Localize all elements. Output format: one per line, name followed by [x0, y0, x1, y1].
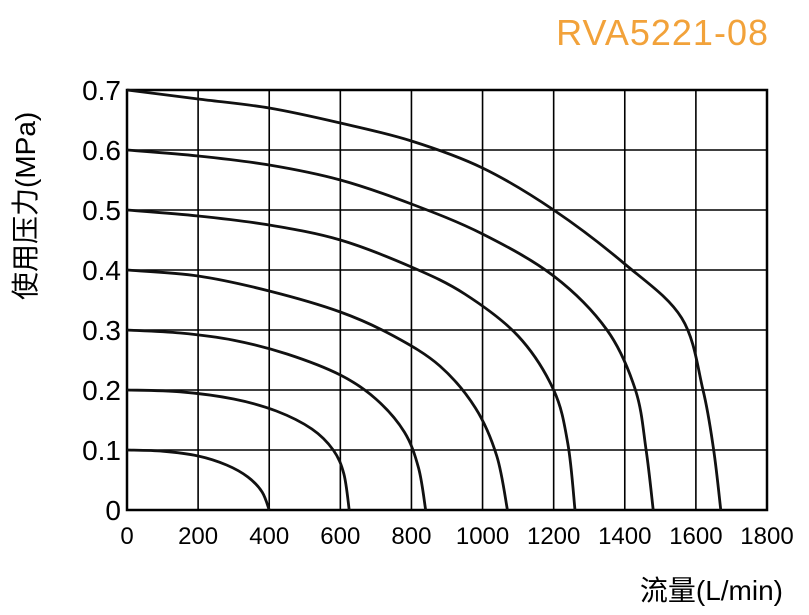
x-tick-label: 800 [391, 523, 431, 550]
y-tick-label: 0.5 [82, 195, 121, 226]
y-tick-label: 0.2 [82, 375, 121, 406]
y-tick-label: 0.7 [82, 75, 121, 106]
x-axis-label: 流量(L/min) [639, 575, 783, 606]
y-tick-label: 0.4 [82, 255, 121, 286]
curve-0.2mpa [126, 388, 351, 511]
curve-0.4mpa [126, 268, 509, 511]
y-axis-label: 使用压力(MPa) [10, 111, 41, 300]
plot-frame [125, 88, 769, 512]
x-tick-label: 0 [120, 523, 133, 550]
x-tick-label: 600 [320, 523, 360, 550]
curve-0.3mpa [126, 328, 428, 511]
y-tick-label: 0.6 [82, 135, 121, 166]
x-tick-label: 1000 [456, 523, 509, 550]
x-tick-label: 1800 [740, 523, 793, 550]
curve-0.5mpa [126, 208, 577, 511]
y-tick-label: 0.3 [82, 315, 121, 346]
x-tick-label: 1400 [598, 523, 651, 550]
x-tick-label: 200 [178, 523, 218, 550]
x-tick-label: 1200 [527, 523, 580, 550]
chart-title: RVA5221-08 [556, 12, 769, 53]
curve-0.6mpa [126, 148, 655, 511]
x-tick-label: 1600 [669, 523, 722, 550]
x-tick-label: 400 [249, 523, 289, 550]
y-tick-label: 0 [105, 495, 121, 526]
curve-0.1mpa [126, 448, 271, 511]
curve-0.7mpa [126, 88, 723, 511]
y-tick-label: 0.1 [82, 435, 121, 466]
